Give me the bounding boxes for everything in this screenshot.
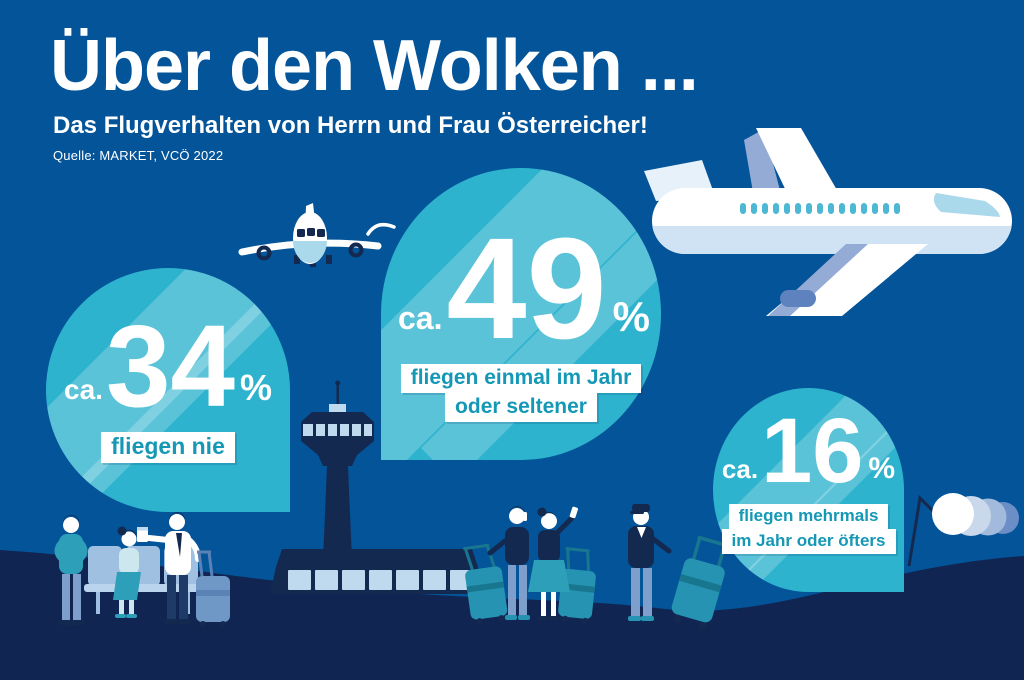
control-tower-icon xyxy=(301,380,374,560)
percent-sign: % xyxy=(868,451,896,485)
stat-label: fliegen nie xyxy=(46,432,290,463)
stat-label-line: oder seltener xyxy=(445,393,597,422)
stat-bubble-einmal-im-jahr: ca. 49% fliegen einmal im Jahr oder selte… xyxy=(381,168,661,460)
stat-value: 49 xyxy=(446,208,607,369)
travelers-with-luggage-icon xyxy=(54,504,728,630)
stat-label-line: fliegen nie xyxy=(101,432,235,463)
page-title: Über den Wolken ... xyxy=(50,26,699,106)
page-subtitle: Das Flugverhalten von Herrn und Frau Öst… xyxy=(53,112,648,139)
stat-label: fliegen mehrmals im Jahr oder öfters xyxy=(713,504,904,554)
stat-value: 16 xyxy=(761,400,864,502)
percent-sign: % xyxy=(239,367,272,409)
stat-bubble-fliegen-nie: ca. 34% fliegen nie xyxy=(46,268,290,512)
stat-value-row: ca. 49% xyxy=(381,208,661,369)
contrail-swoosh-icon xyxy=(366,222,396,236)
stat-label-line: fliegen einmal im Jahr xyxy=(400,364,642,393)
windsock-icon xyxy=(907,493,1019,567)
airplane-front-icon xyxy=(238,203,382,267)
stat-value-row: ca. 34% xyxy=(46,301,290,431)
stat-qualifier: ca. xyxy=(397,299,443,336)
stat-qualifier: ca. xyxy=(64,374,103,406)
airplane-large-icon xyxy=(644,128,1012,316)
stat-bubble-mehrmals-im-jahr: ca. 16% fliegen mehrmals im Jahr oder öft… xyxy=(713,388,904,592)
percent-sign: % xyxy=(612,292,650,340)
terminal-building-icon xyxy=(270,549,484,594)
stat-label-line: im Jahr oder öfters xyxy=(721,529,896,554)
stat-label-line: fliegen mehrmals xyxy=(728,504,889,529)
stat-value: 34 xyxy=(105,301,235,431)
source-note: Quelle: MARKET, VCÖ 2022 xyxy=(53,148,224,163)
stat-value-row: ca. 16% xyxy=(713,400,904,502)
stat-label: fliegen einmal im Jahr oder seltener xyxy=(381,364,661,422)
stat-qualifier: ca. xyxy=(721,453,759,484)
